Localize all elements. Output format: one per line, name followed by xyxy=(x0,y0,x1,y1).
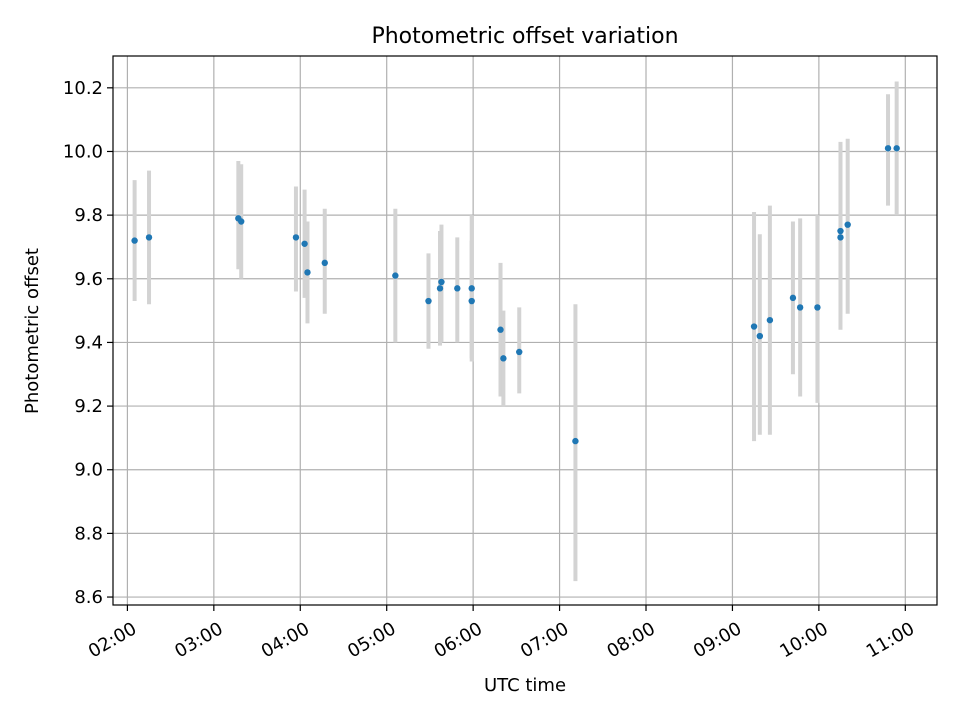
data-point xyxy=(438,278,445,286)
data-point xyxy=(454,285,461,292)
data-point xyxy=(796,304,804,311)
y-tick-label: 10.0 xyxy=(63,141,103,162)
data-point xyxy=(837,234,844,241)
data-point xyxy=(814,304,821,311)
data-point xyxy=(238,218,245,225)
y-tick-label: 9.0 xyxy=(74,460,103,481)
x-tick-label: 08:00 xyxy=(603,618,658,662)
x-axis-ticks: 02:00 03:00 04:00 05:00 06:00 07:00 08:00 09:00… xyxy=(85,605,918,662)
x-tick-label: 05:00 xyxy=(344,618,399,662)
data-point xyxy=(756,332,764,340)
grid-lines xyxy=(113,56,937,605)
y-tick-label: 8.8 xyxy=(74,523,103,544)
data-point xyxy=(750,323,758,330)
data-point xyxy=(131,237,138,244)
data-point xyxy=(789,294,797,302)
x-tick-label: 07:00 xyxy=(517,618,572,662)
data-point xyxy=(468,297,475,305)
y-tick-label: 9.8 xyxy=(74,205,103,226)
y-tick-label: 9.2 xyxy=(74,396,103,417)
data-point xyxy=(321,259,328,267)
x-tick-label: 02:00 xyxy=(85,618,140,662)
x-tick-label: 09:00 xyxy=(690,618,745,662)
data-point xyxy=(516,348,523,356)
data-points xyxy=(131,145,900,445)
data-point xyxy=(497,326,504,333)
data-point xyxy=(500,355,507,362)
x-tick-label: 03:00 xyxy=(171,618,226,662)
data-point xyxy=(304,269,311,276)
data-point xyxy=(884,145,892,152)
error-bars xyxy=(132,81,899,582)
plot-frame xyxy=(112,55,938,606)
x-axis-label: UTC time xyxy=(484,675,566,696)
x-tick-label: 11:00 xyxy=(863,618,918,662)
data-point xyxy=(837,227,844,235)
y-tick-label: 10.2 xyxy=(63,78,103,99)
x-tick-label: 06:00 xyxy=(431,618,486,662)
data-point xyxy=(392,272,399,279)
y-tick-label: 8.6 xyxy=(74,587,103,608)
chart-title: Photometric offset variation xyxy=(371,24,678,49)
data-point xyxy=(893,145,900,152)
data-point xyxy=(844,221,851,228)
y-axis-label: Photometric offset xyxy=(22,248,43,414)
y-tick-label: 9.6 xyxy=(74,269,103,290)
x-tick-label: 04:00 xyxy=(258,618,313,662)
data-point xyxy=(425,297,432,305)
y-tick-label: 9.4 xyxy=(74,332,103,353)
data-point xyxy=(301,240,308,247)
data-point xyxy=(766,316,774,324)
data-point xyxy=(145,234,153,241)
data-point xyxy=(436,285,444,292)
data-point xyxy=(572,437,579,445)
data-point xyxy=(468,285,475,292)
x-tick-label: 10:00 xyxy=(776,618,831,662)
y-axis-ticks: 8.6 8.8 9.0 9.2 9.4 9.6 9.8 10.0 10.2 xyxy=(63,78,113,608)
data-point xyxy=(292,234,300,241)
